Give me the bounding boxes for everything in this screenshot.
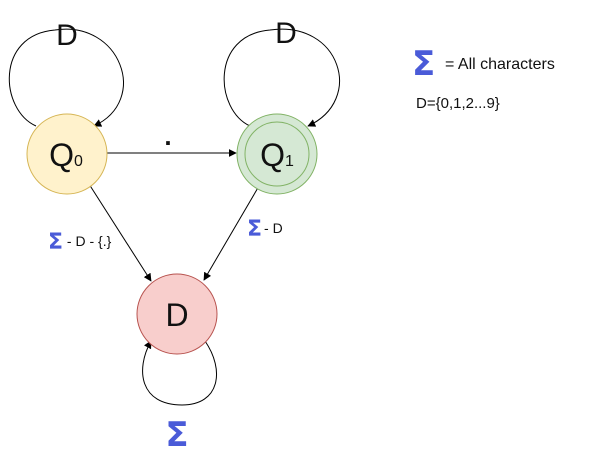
- legend-digits-text: D={0,1,2...9}: [416, 95, 500, 112]
- legend-sigma-text: = All characters: [445, 56, 555, 73]
- q1-to-dead-label-text: - D: [264, 220, 283, 236]
- q1-self-loop-label: D: [275, 17, 297, 50]
- dead-self-loop-label: Σ: [165, 415, 188, 455]
- sigma-icon: Σ: [412, 44, 435, 84]
- q1-self-loop-edge: [223, 28, 340, 127]
- q0-to-q1-label: .: [164, 121, 171, 151]
- state-q1: Q1: [236, 113, 318, 195]
- q0-to-dead-edge: [88, 183, 152, 282]
- svg-text:Q0: Q0: [49, 137, 83, 173]
- state-q1-label: Q: [260, 137, 285, 173]
- svg-text:Q1: Q1: [260, 137, 294, 173]
- state-q0-label: Q: [49, 137, 74, 173]
- q0-to-dead-label: Σ - D - {.}: [48, 230, 112, 255]
- state-q0-subscript: 0: [74, 153, 83, 170]
- state-q1-subscript: 1: [285, 153, 294, 170]
- legend: Σ = All characters D={0,1,2...9}: [412, 44, 555, 112]
- sigma-icon: Σ: [48, 230, 63, 255]
- q0-to-dead-label-text: - D - {.}: [63, 233, 112, 249]
- q1-to-dead-edge: [203, 185, 260, 281]
- state-q0: Q0: [26, 113, 108, 195]
- sigma-icon: Σ: [247, 217, 262, 242]
- q0-self-loop-label: D: [56, 19, 78, 52]
- q0-self-loop-edge: [8, 28, 124, 127]
- q1-to-dead-label: Σ- D: [247, 217, 283, 242]
- state-dead: D: [136, 273, 218, 355]
- state-dead-label: D: [165, 297, 188, 333]
- dead-self-loop-edge: [142, 340, 218, 406]
